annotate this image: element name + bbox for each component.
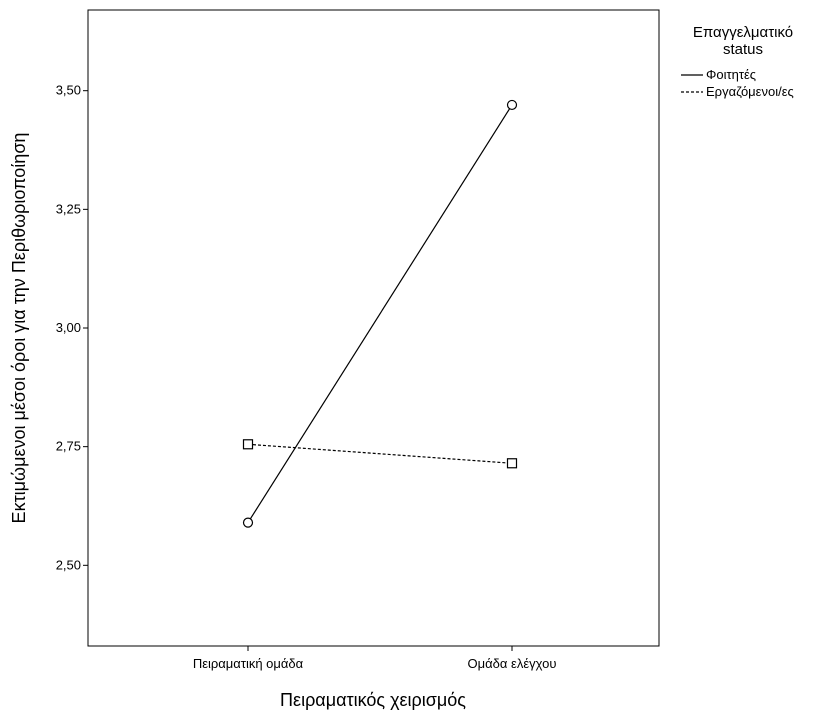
y-tick-label: 3,25 (56, 201, 81, 216)
data-point-circle (242, 517, 254, 528)
legend: Επαγγελματικό status Φοιτητές Εργαζόμενοι… (681, 24, 794, 99)
y-tick-label: 2,50 (56, 557, 81, 572)
data-point-square (506, 458, 518, 469)
plot-area (87, 9, 660, 647)
legend-label-2: Εργαζόμενοι/ες (706, 84, 794, 99)
y-tick-label: 2,75 (56, 439, 81, 454)
legend-title-line-2: status (723, 41, 763, 58)
y-tick-label: 3,50 (56, 83, 81, 98)
legend-title-line-1: Επαγγελματικό (693, 24, 793, 41)
x-tick-label: Πειραματική ομάδα (193, 656, 304, 671)
series-layer (242, 99, 518, 528)
x-axis-title: Πειραματικός χειρισμός (280, 690, 466, 710)
y-axis: 2,50 2,75 3,00 3,25 3,50 (56, 83, 88, 572)
legend-items: Φοιτητές Εργαζόμενοι/ες (681, 67, 794, 99)
series-line-2 (247, 443, 513, 464)
series-line-1 (247, 104, 513, 523)
legend-label-1: Φοιτητές (706, 67, 756, 82)
data-point-circle (506, 99, 518, 111)
data-point-square (242, 439, 254, 450)
y-axis-title: Εκτιμώμενοι μέσοι όροι για την Περιθωριο… (9, 133, 29, 524)
x-tick-label: Ομάδα ελέγχου (468, 656, 557, 671)
x-axis: Πειραματική ομάδα Ομάδα ελέγχου (193, 646, 557, 671)
y-tick-label: 3,00 (56, 320, 81, 335)
